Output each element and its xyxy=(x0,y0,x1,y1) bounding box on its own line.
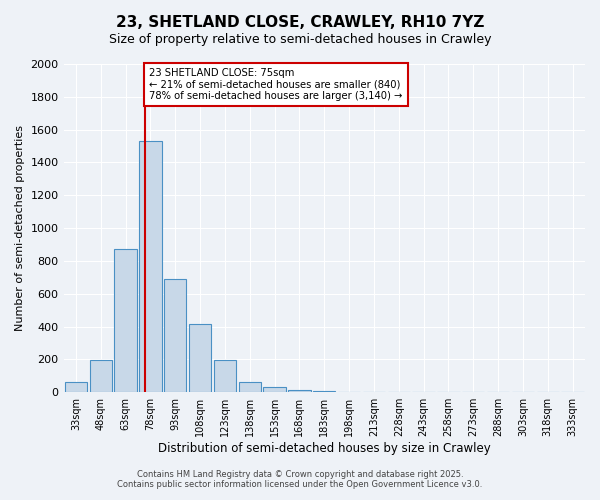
Bar xyxy=(115,248,137,392)
Text: 23 SHETLAND CLOSE: 75sqm
← 21% of semi-detached houses are smaller (840)
78% of : 23 SHETLAND CLOSE: 75sqm ← 21% of semi-d… xyxy=(149,68,403,102)
Text: Size of property relative to semi-detached houses in Crawley: Size of property relative to semi-detach… xyxy=(109,32,491,46)
Text: 23, SHETLAND CLOSE, CRAWLEY, RH10 7YZ: 23, SHETLAND CLOSE, CRAWLEY, RH10 7YZ xyxy=(116,15,484,30)
Y-axis label: Number of semi-detached properties: Number of semi-detached properties xyxy=(15,125,25,331)
Bar xyxy=(164,279,187,392)
Bar xyxy=(65,382,87,392)
Text: Contains HM Land Registry data © Crown copyright and database right 2025.
Contai: Contains HM Land Registry data © Crown c… xyxy=(118,470,482,489)
X-axis label: Distribution of semi-detached houses by size in Crawley: Distribution of semi-detached houses by … xyxy=(158,442,491,455)
Bar xyxy=(239,382,261,392)
Bar xyxy=(313,390,335,392)
Bar xyxy=(189,324,211,392)
Bar xyxy=(214,360,236,392)
Bar xyxy=(89,360,112,392)
Bar xyxy=(263,388,286,392)
Bar xyxy=(288,390,311,392)
Bar xyxy=(139,141,161,392)
